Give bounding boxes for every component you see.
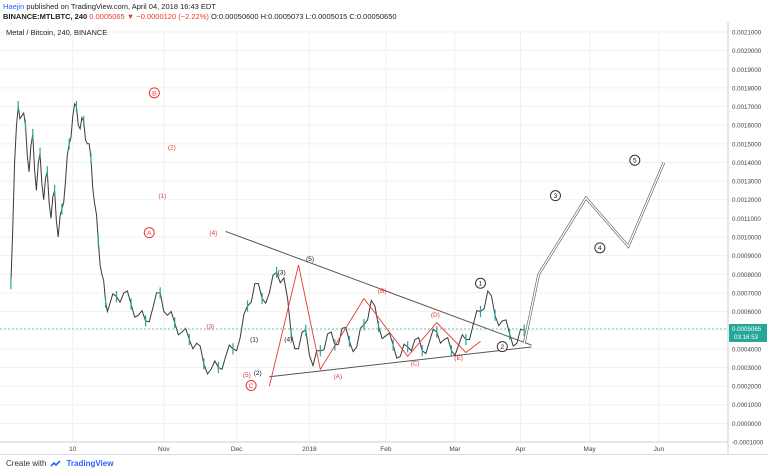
wave-label-red: (E) xyxy=(454,355,463,362)
wave-label-red: (B) xyxy=(378,288,387,295)
wave-label-red: B xyxy=(152,90,156,97)
price-chart[interactable]: Metal / Bitcoin, 240, BINANCE ABC(1)(2)(… xyxy=(0,22,768,454)
time-tick-label: Feb xyxy=(380,446,392,453)
wave-label-circle xyxy=(148,87,160,99)
wave-label-black: (3) xyxy=(278,269,286,276)
wave-label-circle xyxy=(245,379,257,391)
wave-line xyxy=(268,264,481,387)
ohlc-text: O:0.00050600 H:0.0005073 L:0.0005015 C:0… xyxy=(210,12,397,21)
wave-label-red: (3) xyxy=(206,323,214,330)
price-tick-label: 0.0019000 xyxy=(732,67,762,74)
tradingview-brand: TradingView xyxy=(66,459,114,468)
wave-label-red: (A) xyxy=(333,374,342,381)
time-axis[interactable]: 10 Nov Dec 2018 Feb Mar Apr May Jun xyxy=(0,441,728,453)
price-tick-label: 0.0017000 xyxy=(732,104,762,111)
wave-label-white: 3 xyxy=(554,193,558,200)
tradingview-logo-icon xyxy=(50,459,62,467)
last-price-label: 0.0005065 xyxy=(732,326,762,333)
wave-label-white: 2 xyxy=(501,344,505,351)
time-tick-label: Dec xyxy=(231,446,243,453)
price-tick-label: 0.0003000 xyxy=(732,365,762,372)
wave-label-red: A xyxy=(147,230,152,237)
price-tick-label: 0.0010000 xyxy=(732,235,762,242)
price-tick-label: 0.0012000 xyxy=(732,197,762,204)
time-tick-label: Mar xyxy=(449,446,461,453)
wave-label-red: (C) xyxy=(410,361,419,368)
chart-title: Metal / Bitcoin, 240, BINANCE xyxy=(6,28,107,37)
price-tick-label: 0.0000000 xyxy=(732,421,762,428)
wave-label-circle xyxy=(474,277,486,289)
wave-label-red: (5) xyxy=(243,372,251,379)
wave-labels: ABC(1)(2)(3)(4)(5) (A)(B)(C)(D)(E)(1)(2)(… xyxy=(143,87,641,391)
wave-label-red: (1) xyxy=(158,193,166,200)
price-series xyxy=(10,100,525,376)
wave-label-white: 5 xyxy=(633,157,637,164)
wave-label-circle xyxy=(549,190,561,202)
created-with-label: Create with xyxy=(6,459,47,468)
price-tick-label: 0.0006000 xyxy=(732,309,762,316)
chart-background xyxy=(0,22,768,454)
price-tick-label: 0.0011000 xyxy=(732,216,761,223)
header-line-1: Haejin published on TradingView.com, Apr… xyxy=(3,2,216,11)
wave-label-circle xyxy=(594,242,606,254)
price-tick-label: 0.0013000 xyxy=(732,179,762,186)
price-tick-label: 0.0014000 xyxy=(732,160,762,167)
price-tick-label: 0.0002000 xyxy=(732,384,762,391)
author-link[interactable]: Haejin xyxy=(3,2,25,11)
wave-label-white: 4 xyxy=(598,245,602,252)
wave-path xyxy=(268,264,481,387)
chart-header: Haejin published on TradingView.com, Apr… xyxy=(0,0,768,22)
price-tick-label: 0.0020000 xyxy=(732,48,762,55)
wave-label-red: C xyxy=(249,383,254,390)
trendline-lower xyxy=(269,346,532,378)
time-tick-label: 10 xyxy=(69,446,77,453)
header-line-2: BINANCE:MTLBTC, 240 0.0005065 ▼ −0.00001… xyxy=(3,12,397,21)
wave-label-circle xyxy=(496,341,508,353)
projection-line xyxy=(523,162,665,344)
time-tick-label: Jun xyxy=(654,446,665,453)
price-tick-label: -0.0001000 xyxy=(732,440,764,447)
price-tick-label: 0.0016000 xyxy=(732,123,762,130)
price-tick-label: 0.0015000 xyxy=(732,141,762,148)
price-tick-label: 0.0001000 xyxy=(732,402,762,409)
time-tick-label: Nov xyxy=(158,446,170,453)
trendline-upper xyxy=(225,230,532,346)
price-axis-panel xyxy=(728,22,768,454)
wave-label-red: (2) xyxy=(168,144,176,151)
wave-label-red: (4) xyxy=(209,230,217,237)
chart-area[interactable]: Metal / Bitcoin, 240, BINANCE A B C (1) (2)(… xyxy=(0,22,768,454)
wave-label-black: (2) xyxy=(254,370,262,377)
price-tick-label: 0.0007000 xyxy=(732,290,762,297)
published-text: published on TradingView.com, April 04, … xyxy=(26,2,216,11)
countdown-label: 03:16:53 xyxy=(734,334,759,341)
price-axis[interactable]: 0.0021000 0.0020000 0.0019000 0.0018000 0.00… xyxy=(0,22,768,454)
price-tick-label: 0.0008000 xyxy=(732,272,762,279)
symbol-text: BINANCE:MTLBTC, 240 xyxy=(3,12,88,21)
created-with[interactable]: Create with TradingView xyxy=(6,459,113,468)
wave-label-black: (1) xyxy=(250,336,258,343)
wave-label-circle xyxy=(629,154,641,166)
time-tick-label: 2018 xyxy=(302,446,317,453)
price-tick-label: 0.0021000 xyxy=(732,30,762,37)
wave-label-circle xyxy=(143,227,155,239)
change-text: 0.0005065 ▼ −0.0000120 (−2.22%) xyxy=(89,12,209,21)
price-tick-label: 0.0018000 xyxy=(732,85,762,92)
price-tick-label: 0.0009000 xyxy=(732,253,762,260)
last-price-badge xyxy=(729,323,767,342)
footer: Create with TradingView xyxy=(0,454,768,474)
projection-path xyxy=(522,161,666,344)
wave-label-white: 1 xyxy=(479,280,483,287)
time-tick-label: Apr xyxy=(515,446,526,453)
wave-label-black: (5) xyxy=(306,256,314,263)
time-tick-label: May xyxy=(584,446,597,453)
wave-label-red: (D) xyxy=(431,312,440,319)
price-tick-label: 0.0004000 xyxy=(732,346,762,353)
trendlines xyxy=(225,230,532,379)
wave-label-black: (4) xyxy=(284,336,292,343)
